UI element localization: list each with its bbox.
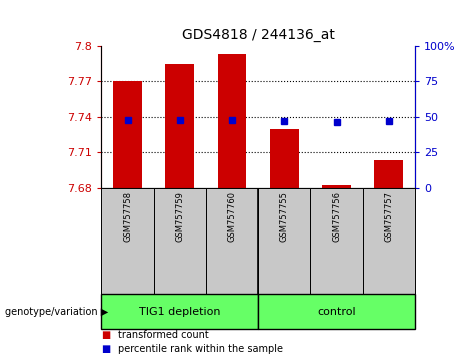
Bar bbox=[101, 294, 258, 329]
Text: GSM757758: GSM757758 bbox=[123, 191, 132, 242]
Bar bbox=[165, 64, 194, 188]
Text: ■: ■ bbox=[101, 344, 111, 354]
Bar bbox=[310, 188, 363, 294]
Bar bbox=[258, 294, 415, 329]
Bar bbox=[363, 188, 415, 294]
Bar bbox=[258, 188, 310, 294]
Text: GSM757756: GSM757756 bbox=[332, 191, 341, 242]
Text: control: control bbox=[317, 307, 356, 316]
Bar bbox=[374, 160, 403, 188]
Bar bbox=[218, 54, 246, 188]
Text: GSM757759: GSM757759 bbox=[175, 191, 184, 242]
Title: GDS4818 / 244136_at: GDS4818 / 244136_at bbox=[182, 28, 335, 42]
Text: TIG1 depletion: TIG1 depletion bbox=[139, 307, 220, 316]
Text: GSM757757: GSM757757 bbox=[384, 191, 393, 242]
Bar bbox=[322, 185, 351, 188]
Text: genotype/variation ▶: genotype/variation ▶ bbox=[5, 307, 108, 316]
Text: transformed count: transformed count bbox=[118, 330, 208, 339]
Bar bbox=[101, 188, 154, 294]
Bar bbox=[206, 188, 258, 294]
Bar bbox=[113, 81, 142, 188]
Bar bbox=[270, 129, 299, 188]
Text: GSM757760: GSM757760 bbox=[228, 191, 236, 242]
Text: GSM757755: GSM757755 bbox=[280, 191, 289, 242]
Text: percentile rank within the sample: percentile rank within the sample bbox=[118, 344, 283, 354]
Bar bbox=[154, 188, 206, 294]
Text: ■: ■ bbox=[101, 330, 111, 339]
